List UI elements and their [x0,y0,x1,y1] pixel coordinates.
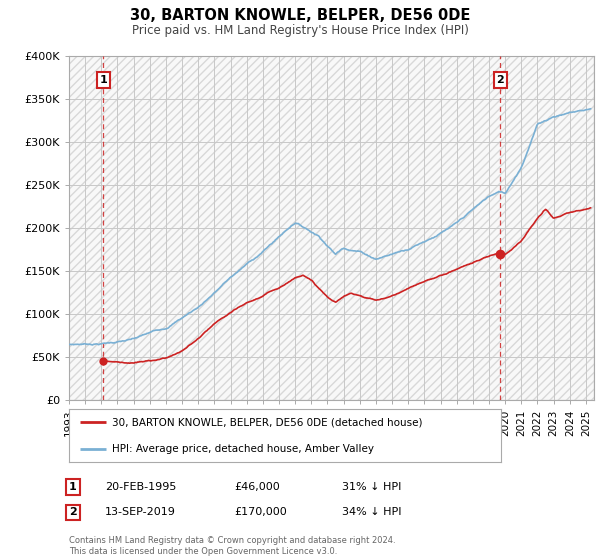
Text: Contains HM Land Registry data © Crown copyright and database right 2024.
This d: Contains HM Land Registry data © Crown c… [69,536,395,556]
Text: Price paid vs. HM Land Registry's House Price Index (HPI): Price paid vs. HM Land Registry's House … [131,24,469,36]
Text: 2: 2 [497,75,505,85]
Text: 1: 1 [100,75,107,85]
Text: 2: 2 [69,507,77,517]
Text: 1: 1 [69,482,77,492]
Text: 31% ↓ HPI: 31% ↓ HPI [342,482,401,492]
Text: 30, BARTON KNOWLE, BELPER, DE56 0DE: 30, BARTON KNOWLE, BELPER, DE56 0DE [130,8,470,24]
Text: 20-FEB-1995: 20-FEB-1995 [105,482,176,492]
Text: HPI: Average price, detached house, Amber Valley: HPI: Average price, detached house, Ambe… [112,444,374,454]
Text: 30, BARTON KNOWLE, BELPER, DE56 0DE (detached house): 30, BARTON KNOWLE, BELPER, DE56 0DE (det… [112,417,422,427]
Text: 13-SEP-2019: 13-SEP-2019 [105,507,176,517]
Text: £170,000: £170,000 [234,507,287,517]
Text: 34% ↓ HPI: 34% ↓ HPI [342,507,401,517]
Text: £46,000: £46,000 [234,482,280,492]
